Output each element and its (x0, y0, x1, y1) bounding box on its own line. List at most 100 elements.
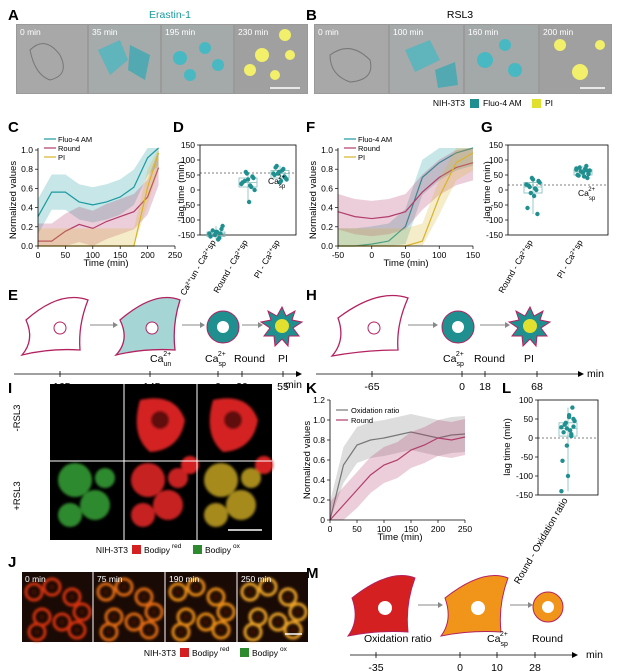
panel-letter-g: G (481, 119, 493, 136)
data-point (273, 165, 278, 170)
timeline-label: 68 (531, 381, 543, 393)
tick-label: 0 (369, 250, 374, 260)
tick-label: 0.2 (321, 222, 333, 232)
j-cell (243, 622, 263, 642)
panel-c-chart: Normalized values Time (min) 0 50 100 150 20… (8, 135, 182, 269)
e-label-pi: PI (278, 353, 288, 365)
j-nucleus (175, 589, 181, 595)
m-label-round: Round (532, 633, 563, 645)
m-label-casp: Casp2+ (487, 631, 508, 648)
tick-label: 100 (377, 524, 391, 534)
panel-i: -RSL3 +RSL3 NIH-3T3 (12, 384, 273, 555)
panel-b-frame-label-3: 160 min (468, 27, 499, 37)
panel-letter-e: E (8, 287, 18, 304)
j-nucleus (178, 629, 184, 635)
band-pi (38, 148, 159, 246)
data-point (586, 171, 591, 177)
data-point (563, 420, 568, 425)
tick-label: 50 (524, 414, 534, 424)
panel-letter-b: B (306, 7, 317, 24)
j-nucleus (39, 614, 45, 620)
tick-label: -50 (332, 250, 345, 260)
data-point (282, 174, 287, 179)
line-round (38, 167, 160, 242)
i-legend-cell: NIH-3T3 (96, 545, 128, 555)
data-point (577, 165, 582, 170)
panel-m-schematic: Oxidation ratio Casp2+ Round -35 0 10 28 mi… (346, 575, 603, 671)
k-legend-round: Round (351, 416, 373, 425)
panel-k-chart: Normalized values Time (min) 0 50 100 150 20… (302, 395, 472, 543)
fluo-swatch (470, 99, 479, 108)
data-point (280, 168, 285, 173)
tick-label: 1.2 (313, 395, 325, 405)
data-point (587, 168, 592, 173)
data-point (537, 180, 542, 185)
panel-letter-a: A (8, 7, 19, 24)
j-cell (139, 620, 159, 640)
timeline-label: 0 (457, 662, 463, 671)
panel-letter-h: H (306, 287, 317, 304)
j-cell (268, 612, 288, 632)
data-point (252, 187, 257, 193)
panel-a-frame-label-4: 230 min (238, 27, 269, 37)
e-label-caun: Caun2+ (150, 351, 171, 368)
panel-b-title: RSL3 (447, 9, 473, 21)
j-nucleus (69, 594, 75, 600)
j-cell (72, 602, 92, 622)
category-label: PI - Ca²⁺sp (252, 238, 282, 280)
j-nucleus (49, 584, 55, 590)
panel-d-chart: lag time (min) 150 100 50 0 -50 -100 -150 Casp… (176, 140, 297, 297)
timeline-label: 28 (529, 662, 541, 671)
j-cell (196, 612, 216, 632)
data-point (559, 425, 564, 430)
j-frame-label-1: 0 min (25, 574, 46, 584)
tick-label: 0.6 (321, 183, 333, 193)
j-cell (258, 577, 278, 597)
line-round (337, 162, 474, 220)
panel-b-legend-cell: NIH-3T3 (433, 98, 465, 108)
data-point (248, 183, 253, 188)
j-cell (216, 602, 236, 622)
tick-label: -100 (486, 215, 503, 225)
tick-label: -50 (521, 452, 534, 462)
c-ylabel: Normalized values (8, 161, 19, 239)
tick-label: 0.0 (321, 241, 333, 251)
h-label-pi: PI (524, 353, 534, 365)
tick-label: 0 (320, 515, 325, 525)
panel-b-frame-label-2: 100 min (393, 27, 424, 37)
i-legend-ox-sup: ox (233, 543, 241, 550)
tick-label: 0.6 (313, 455, 325, 465)
j-cell (99, 622, 119, 642)
band-fluo-4-am (38, 148, 159, 235)
l-category: Round - Oxidation ratio (512, 496, 570, 586)
panel-a-frame-1: 0 min (17, 25, 87, 93)
data-point (246, 199, 252, 205)
j-cell (206, 587, 226, 607)
panel-letter-m: M (306, 565, 319, 582)
tick-label: 100 (519, 395, 533, 405)
data-point (528, 190, 533, 196)
category-label: Round - Ca²⁺sp (496, 238, 535, 295)
timeline-label: -35 (368, 662, 383, 671)
data-point (585, 175, 590, 181)
j-nucleus (275, 619, 281, 625)
tick-label: 1.0 (321, 145, 333, 155)
panel-b: RSL3 0 min 100 min 160 min 200 min (314, 9, 612, 108)
j-cell (283, 620, 303, 640)
tick-label: 100 (432, 250, 446, 260)
data-point (571, 424, 576, 429)
timeline-label: -65 (364, 381, 379, 393)
panel-b-frame-label-4: 200 min (543, 27, 574, 37)
k-legend-ox: Oxidation ratio (351, 406, 399, 415)
c-legend: Fluo-4 AM Round PI (44, 135, 92, 162)
tick-label: 0 (328, 524, 333, 534)
data-point (245, 177, 251, 182)
panel-a-frame-3: 195 min (162, 25, 233, 93)
category-label: Round - Ca²⁺sp (211, 238, 250, 295)
panel-a-title: Erastin-1 (149, 9, 191, 21)
panel-b-frame-2: 100 min (390, 25, 463, 93)
j-nucleus (121, 584, 127, 590)
panel-b-legend-pi: PI (545, 98, 553, 108)
tick-label: 50 (352, 524, 362, 534)
panel-g-chart: lag time (min) 150 100 50 0 -50 -100 -150 Casp… (482, 140, 609, 295)
